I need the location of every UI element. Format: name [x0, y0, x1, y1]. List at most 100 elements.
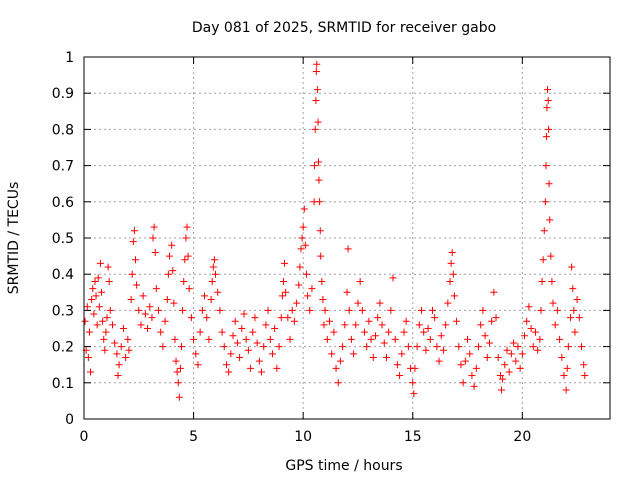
data-point [539, 256, 547, 264]
data-point [175, 393, 183, 401]
x-axis-label: GPS time / hours [285, 458, 402, 474]
data-point [135, 306, 143, 314]
data-point [101, 346, 109, 354]
data-point [311, 162, 319, 170]
data-point [428, 306, 436, 314]
data-point [161, 317, 169, 325]
data-point [216, 306, 224, 314]
data-point [464, 335, 472, 343]
data-point [479, 306, 487, 314]
data-point [249, 328, 257, 336]
data-point [344, 245, 352, 253]
data-point [575, 314, 583, 322]
data-point [124, 335, 132, 343]
data-point [496, 372, 504, 380]
data-point [437, 332, 445, 340]
data-point [258, 368, 266, 376]
data-point [347, 335, 355, 343]
data-point [290, 317, 298, 325]
data-point [512, 357, 520, 365]
data-point [411, 364, 419, 372]
data-point [266, 335, 274, 343]
data-point [358, 306, 366, 314]
data-point [461, 357, 469, 365]
data-point [537, 306, 545, 314]
data-point [95, 303, 103, 311]
data-point [341, 321, 349, 329]
data-point [262, 321, 270, 329]
data-point [240, 310, 248, 318]
data-point [298, 234, 306, 242]
y-tick-label: 0.6 [52, 195, 74, 211]
data-point [402, 317, 410, 325]
data-point [103, 314, 111, 322]
data-point [398, 350, 406, 358]
data-point [125, 346, 133, 354]
data-point [426, 335, 434, 343]
y-tick-label: 0 [65, 412, 74, 428]
data-point [507, 350, 515, 358]
data-point [139, 292, 147, 300]
data-point [192, 350, 200, 358]
data-point [253, 339, 261, 347]
data-point [92, 292, 100, 300]
data-point [514, 343, 522, 351]
data-point [146, 303, 154, 311]
data-point [525, 303, 533, 311]
data-point [225, 368, 233, 376]
data-point [505, 368, 513, 376]
y-tick-label: 0.7 [52, 159, 74, 175]
data-point [111, 339, 119, 347]
data-point [542, 133, 550, 141]
data-point [560, 372, 568, 380]
data-point [534, 346, 542, 354]
data-point [369, 353, 377, 361]
data-point [187, 314, 195, 322]
data-point [385, 328, 393, 336]
data-point [510, 339, 518, 347]
data-point [315, 176, 323, 184]
data-point [541, 198, 549, 206]
data-point [382, 353, 390, 361]
data-point [231, 317, 239, 325]
data-point [553, 306, 561, 314]
data-point [271, 325, 279, 332]
x-tick-label: 20 [513, 429, 531, 445]
data-point [293, 299, 301, 307]
data-point [415, 321, 423, 329]
data-point [151, 248, 159, 256]
data-point [450, 292, 458, 300]
data-point [498, 386, 506, 394]
data-point [251, 314, 259, 322]
data-point [85, 328, 93, 336]
data-point [315, 158, 323, 166]
data-point [345, 306, 353, 314]
data-point [378, 321, 386, 329]
data-point [207, 296, 215, 304]
data-point [198, 306, 206, 314]
data-point [325, 317, 333, 325]
data-point [279, 277, 287, 285]
data-point [477, 321, 485, 329]
data-point [313, 60, 321, 68]
y-tick-label: 1 [65, 50, 74, 66]
data-point [117, 343, 125, 351]
data-point [544, 86, 552, 94]
data-point [371, 332, 379, 340]
data-point [540, 227, 548, 235]
data-point [319, 296, 327, 304]
data-point [318, 277, 326, 285]
data-point [457, 361, 465, 369]
data-point [380, 339, 388, 347]
data-point [317, 252, 325, 260]
data-point [169, 267, 177, 275]
data-point [516, 364, 524, 372]
data-point [544, 96, 552, 104]
data-point [580, 361, 588, 369]
data-point [352, 321, 360, 329]
data-point [183, 223, 191, 231]
data-point [260, 343, 268, 351]
data-point [446, 277, 454, 285]
data-point [343, 288, 351, 296]
data-point [312, 96, 320, 104]
